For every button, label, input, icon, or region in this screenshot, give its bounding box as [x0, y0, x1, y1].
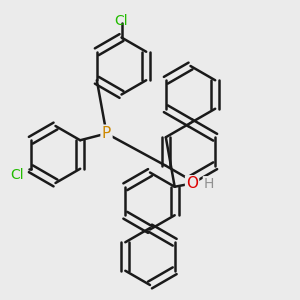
- Text: H: H: [203, 177, 214, 191]
- Text: Cl: Cl: [115, 14, 128, 28]
- Text: O: O: [186, 176, 198, 191]
- Text: Cl: Cl: [11, 168, 24, 182]
- Text: P: P: [102, 126, 111, 141]
